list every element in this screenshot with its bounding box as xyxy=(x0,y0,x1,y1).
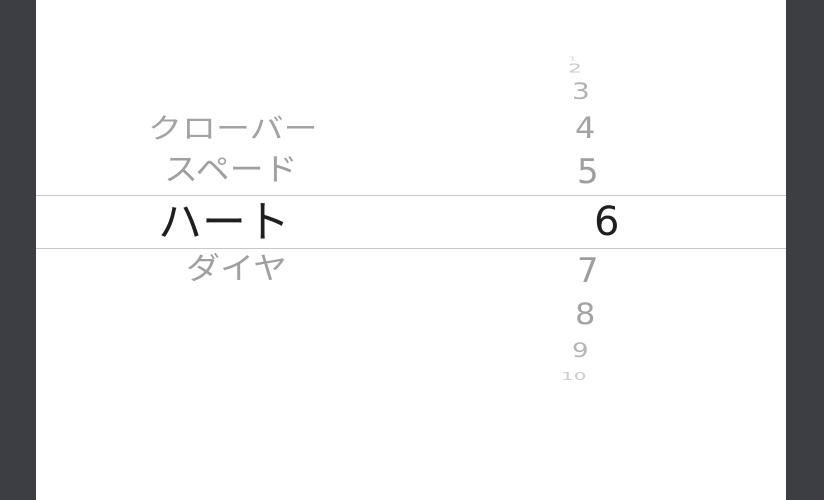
left-frame xyxy=(0,0,36,500)
suit-row-diamond[interactable]: ダイヤ xyxy=(186,251,287,287)
number-row-4[interactable]: 4 xyxy=(575,110,596,146)
suit-row-spade[interactable]: スペード xyxy=(164,151,298,189)
selection-indicator-bottom xyxy=(36,248,786,249)
right-frame xyxy=(786,0,824,500)
picker-view[interactable]: クローバー スペード ハート ダイヤ 1 2 3 4 5 6 7 8 9 10 xyxy=(36,0,786,500)
number-row-9[interactable]: 9 xyxy=(572,339,589,363)
selection-indicator-top xyxy=(36,195,786,196)
number-row-10[interactable]: 10 xyxy=(561,369,587,383)
number-row-3[interactable]: 3 xyxy=(572,78,590,105)
number-row-5[interactable]: 5 xyxy=(577,152,599,192)
number-row-8[interactable]: 8 xyxy=(575,296,596,332)
number-row-1[interactable]: 1 xyxy=(568,56,577,62)
suit-row-heart-selected[interactable]: ハート xyxy=(158,197,290,248)
number-row-2[interactable]: 2 xyxy=(568,61,582,76)
suit-row-clover[interactable]: クローバー xyxy=(148,112,318,146)
number-row-7[interactable]: 7 xyxy=(577,251,599,291)
number-row-6-selected[interactable]: 6 xyxy=(594,199,620,245)
